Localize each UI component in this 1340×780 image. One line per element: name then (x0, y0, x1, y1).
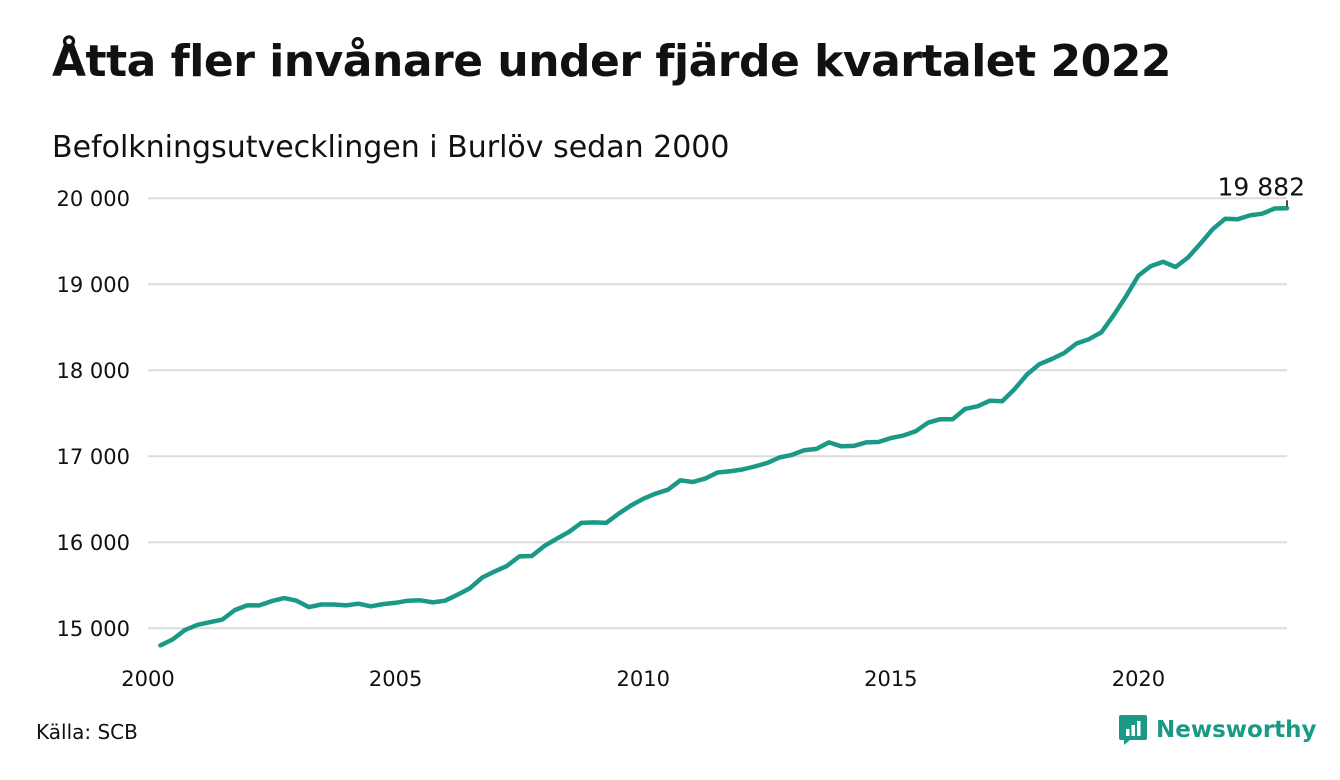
brand-name: Newsworthy (1156, 717, 1317, 743)
x-tick-label: 2005 (369, 667, 422, 691)
x-tick-label: 2010 (616, 667, 669, 691)
end-value-label: 19 882 (1218, 172, 1305, 201)
brand-logo: Newsworthy (1118, 714, 1317, 746)
y-tick-label: 19 000 (57, 273, 130, 297)
y-tick-label: 18 000 (57, 359, 130, 383)
x-tick-label: 2020 (1112, 667, 1165, 691)
source-note: Källa: SCB (36, 720, 138, 744)
y-tick-label: 15 000 (57, 617, 130, 641)
x-tick-label: 2015 (864, 667, 917, 691)
chart-subtitle: Befolkningsutvecklingen i Burlöv sedan 2… (52, 130, 730, 165)
chart-title: Åtta fler invånare under fjärde kvartale… (52, 36, 1171, 87)
x-tick-label: 2000 (121, 667, 174, 691)
newsworthy-logo-icon (1119, 715, 1147, 745)
y-tick-label: 17 000 (57, 445, 130, 469)
y-tick-label: 20 000 (57, 187, 130, 211)
population-line (158, 206, 1290, 648)
y-tick-label: 16 000 (57, 531, 130, 555)
